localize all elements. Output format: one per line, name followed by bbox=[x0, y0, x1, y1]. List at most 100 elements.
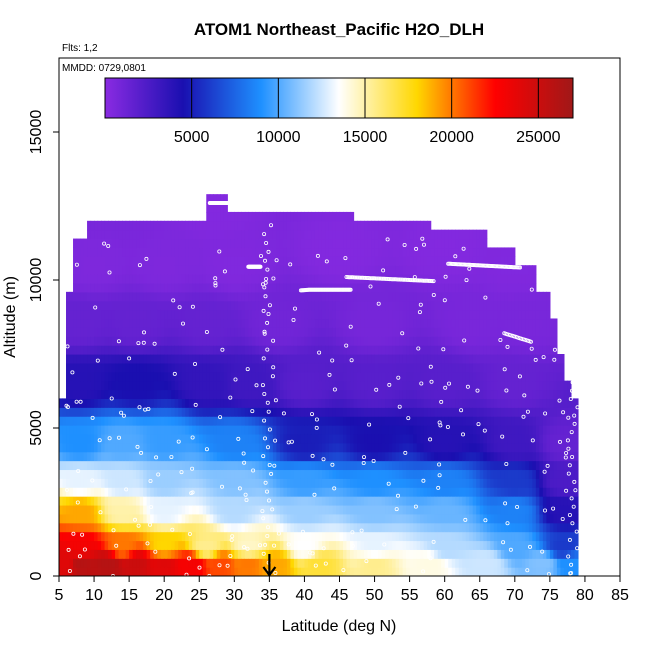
heatmap-cell bbox=[434, 327, 439, 337]
heatmap-cell bbox=[388, 531, 393, 542]
heatmap-cell bbox=[227, 487, 232, 497]
heatmap-cell bbox=[490, 478, 495, 488]
heatmap-cell bbox=[283, 211, 288, 222]
heatmap-cell bbox=[167, 416, 172, 426]
heatmap-cell bbox=[76, 398, 81, 408]
heatmap-cell bbox=[185, 451, 190, 462]
heatmap-cell bbox=[234, 256, 239, 266]
heatmap-cell bbox=[350, 220, 355, 231]
heatmap-cell bbox=[209, 522, 214, 533]
heatmap-cell bbox=[150, 549, 155, 559]
heatmap-cell bbox=[357, 531, 362, 542]
heatmap-cell bbox=[230, 398, 235, 408]
heatmap-cell bbox=[160, 478, 165, 488]
heatmap-cell bbox=[237, 354, 242, 364]
heatmap-cell bbox=[399, 469, 404, 479]
heatmap-cell bbox=[290, 549, 295, 559]
heatmap-cell bbox=[293, 540, 299, 550]
heatmap-cell bbox=[76, 567, 81, 576]
heatmap-cell bbox=[420, 354, 425, 364]
heatmap-cell bbox=[153, 416, 158, 426]
heatmap-cell bbox=[160, 345, 165, 355]
heatmap-cell bbox=[437, 265, 442, 275]
heatmap-cell bbox=[62, 469, 67, 479]
heatmap-cell bbox=[76, 256, 81, 266]
heatmap-cell bbox=[374, 416, 379, 426]
heatmap-cell bbox=[441, 522, 446, 533]
heatmap-cell bbox=[244, 256, 249, 266]
heatmap-cell bbox=[490, 469, 495, 479]
heatmap-cell bbox=[209, 460, 214, 471]
heatmap-cell bbox=[195, 460, 200, 471]
heatmap-cell bbox=[143, 371, 148, 382]
heatmap-cell bbox=[381, 504, 386, 515]
heatmap-cell bbox=[339, 442, 344, 453]
heatmap-cell bbox=[101, 460, 106, 471]
heatmap-cell bbox=[332, 256, 337, 266]
heatmap-cell bbox=[350, 487, 355, 497]
heatmap-cell bbox=[241, 513, 246, 524]
heatmap-cell bbox=[122, 318, 127, 328]
heatmap-cell bbox=[339, 496, 344, 506]
heatmap-cell bbox=[258, 318, 263, 328]
heatmap-cell bbox=[181, 247, 186, 257]
heatmap-cell bbox=[350, 425, 355, 435]
heatmap-cell bbox=[325, 407, 330, 417]
heatmap-cell bbox=[448, 425, 453, 435]
heatmap-cell bbox=[311, 407, 316, 417]
heatmap-cell bbox=[343, 220, 348, 231]
heatmap-cell bbox=[339, 220, 344, 231]
heatmap-cell bbox=[276, 265, 281, 275]
heatmap-cell bbox=[209, 282, 214, 293]
heatmap-cell bbox=[307, 513, 313, 524]
heatmap-cell bbox=[469, 229, 474, 240]
heatmap-cell bbox=[420, 380, 425, 391]
heatmap-cell bbox=[297, 522, 302, 533]
heatmap-cell bbox=[213, 469, 218, 479]
heatmap-cell bbox=[230, 567, 235, 576]
heatmap-cell bbox=[125, 371, 130, 382]
heatmap-cell bbox=[227, 256, 232, 266]
heatmap-cell bbox=[360, 229, 365, 240]
heatmap-cell bbox=[164, 478, 169, 488]
heatmap-cell bbox=[321, 371, 327, 382]
heatmap-cell bbox=[374, 433, 379, 444]
heatmap-cell bbox=[378, 407, 383, 417]
heatmap-cell bbox=[171, 300, 176, 311]
heatmap-cell bbox=[76, 504, 81, 515]
heatmap-cell bbox=[283, 389, 288, 399]
heatmap-cell bbox=[139, 416, 144, 426]
heatmap-cell bbox=[465, 416, 470, 426]
heatmap-cell bbox=[132, 247, 137, 257]
heatmap-cell bbox=[272, 220, 277, 231]
heatmap-cell bbox=[206, 362, 211, 373]
heatmap-cell bbox=[80, 398, 85, 408]
heatmap-cell bbox=[402, 567, 407, 576]
heatmap-cell bbox=[300, 531, 306, 542]
heatmap-cell bbox=[300, 274, 306, 284]
heatmap-cell bbox=[279, 451, 284, 462]
heatmap-cell bbox=[353, 469, 358, 479]
heatmap-cell bbox=[227, 460, 232, 471]
heatmap-cell bbox=[73, 265, 78, 275]
heatmap-cell bbox=[276, 513, 281, 524]
heatmap-cell bbox=[378, 247, 383, 257]
heatmap-cell bbox=[371, 345, 376, 355]
heatmap-cell bbox=[248, 558, 253, 568]
heatmap-cell bbox=[399, 487, 404, 497]
heatmap-cell bbox=[94, 300, 99, 311]
heatmap-cell bbox=[111, 389, 116, 399]
heatmap-cell bbox=[472, 425, 477, 435]
heatmap-cell bbox=[241, 309, 246, 320]
heatmap-cell bbox=[283, 309, 288, 320]
heatmap-cell bbox=[420, 513, 425, 524]
heatmap-cell bbox=[392, 265, 397, 275]
heatmap-cell bbox=[318, 300, 323, 311]
heatmap-cell bbox=[479, 433, 484, 444]
heatmap-cell bbox=[423, 531, 428, 542]
heatmap-cell bbox=[437, 238, 442, 249]
heatmap-cell bbox=[185, 522, 190, 533]
heatmap-cell bbox=[314, 291, 320, 302]
heatmap-cell bbox=[185, 229, 190, 240]
heatmap-cell bbox=[188, 345, 193, 355]
